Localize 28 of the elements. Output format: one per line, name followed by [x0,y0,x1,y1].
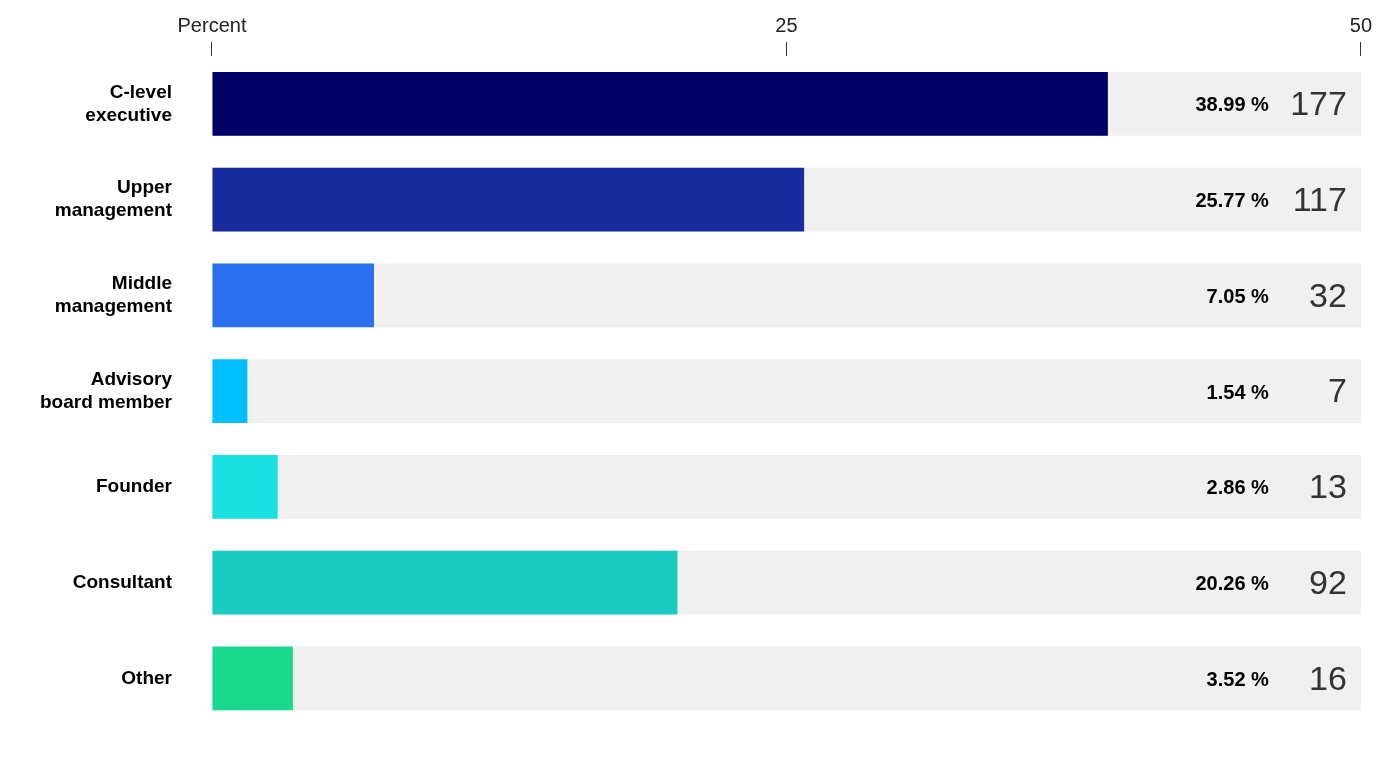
y-tick-label: Founder [95,475,173,497]
annotation: 16 [1309,658,1347,697]
annotation: 13 [1309,467,1347,506]
y-tick-label: Other [121,666,173,688]
data-label: 2.86 % [1206,476,1270,499]
x-tick-label: 25 [775,13,798,36]
y-tick-label: Middle management [54,272,173,316]
data-label: 7.05 % [1206,284,1270,307]
annotation: 92 [1309,562,1347,601]
y-tick-label: Consultant [72,570,173,592]
data-label: 25.77 % [1195,189,1270,212]
y-tick-label: C-level executive [85,80,172,125]
annotation: 32 [1309,275,1347,314]
y-tick-label: Upper management [54,176,173,221]
bar [212,359,248,424]
x-tick-label: 50 [1349,13,1372,36]
data-label: 3.52 % [1206,667,1270,690]
data-label: 1.54 % [1206,380,1270,403]
y-tick-label: Advisory board member [40,367,173,412]
annotation: 177 [1290,84,1347,123]
data-label: 38.99 % [1195,93,1270,116]
bar [212,263,374,328]
data-label: 20.26 % [1195,572,1270,595]
annotation: 7 [1327,371,1347,410]
annotation: 117 [1292,179,1347,218]
bar [212,646,293,711]
bar [212,454,278,519]
x-tick-label: Percent [177,13,247,36]
